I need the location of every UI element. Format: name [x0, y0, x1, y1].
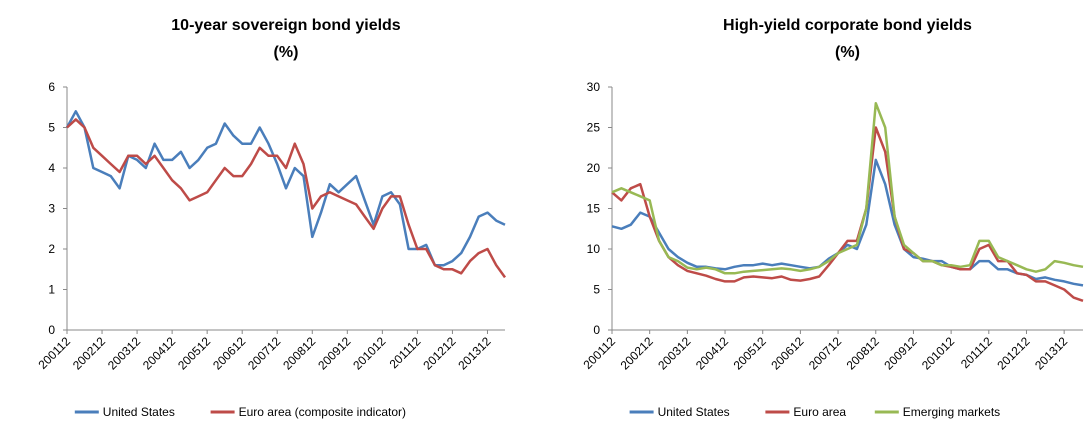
x-tick-label: 200512: [175, 334, 213, 372]
y-tick-label: 1: [48, 283, 55, 297]
x-tick-label: 201012: [350, 334, 388, 372]
y-tick-label: 15: [587, 202, 601, 216]
legend-label: United States: [103, 405, 175, 419]
chart-subtitle: (%): [274, 44, 299, 61]
series-line: [66, 118, 507, 279]
y-tick-label: 0: [48, 323, 55, 337]
x-tick-label: 201212: [994, 334, 1032, 372]
x-tick-label: 200212: [70, 334, 108, 372]
x-tick-label: 200312: [655, 334, 693, 372]
x-tick-label: 200112: [581, 334, 619, 372]
legend-label: Emerging markets: [903, 405, 1000, 419]
x-tick-label: 201312: [1032, 334, 1070, 372]
x-tick-label: 201012: [919, 334, 957, 372]
x-tick-label: 200412: [140, 334, 178, 372]
legend-label: United States: [658, 405, 730, 419]
chart-title: High-yield corporate bond yields: [723, 17, 972, 34]
series-line: [611, 101, 1084, 275]
y-tick-label: 5: [593, 283, 600, 297]
y-tick-label: 5: [48, 121, 55, 135]
series-line: [611, 158, 1084, 287]
y-tick-label: 10: [587, 242, 601, 256]
legend-label: Euro area: [793, 405, 846, 419]
x-tick-label: 200112: [36, 334, 74, 372]
x-tick-label: 200412: [693, 334, 731, 372]
x-tick-label: 200312: [105, 334, 143, 372]
series-line: [65, 110, 506, 267]
x-tick-label: 200912: [315, 334, 353, 372]
chart-subtitle: (%): [835, 44, 860, 61]
y-tick-label: 3: [48, 202, 55, 216]
x-tick-label: 200912: [881, 334, 919, 372]
y-tick-label: 6: [48, 80, 55, 94]
y-tick-label: 0: [593, 323, 600, 337]
y-tick-label: 25: [587, 121, 601, 135]
y-tick-label: 20: [587, 161, 601, 175]
y-tick-label: 2: [48, 242, 55, 256]
series-line: [611, 126, 1084, 302]
x-tick-label: 201112: [387, 334, 424, 371]
x-tick-label: 201312: [455, 334, 493, 372]
x-tick-label: 200612: [210, 334, 248, 372]
x-tick-label: 200612: [768, 334, 806, 372]
x-tick-label: 200712: [806, 334, 844, 372]
x-tick-label: 200812: [280, 334, 318, 372]
x-tick-label: 200212: [618, 334, 656, 372]
y-tick-label: 4: [48, 161, 55, 175]
legend-label: Euro area (composite indicator): [239, 405, 406, 419]
y-tick-label: 30: [587, 80, 601, 94]
x-tick-label: 200812: [844, 334, 882, 372]
x-tick-label: 200512: [731, 334, 769, 372]
chart-title: 10-year sovereign bond yields: [171, 17, 401, 34]
x-tick-label: 201212: [420, 334, 458, 372]
x-tick-label: 200712: [245, 334, 283, 372]
x-tick-label: 201112: [958, 334, 995, 371]
